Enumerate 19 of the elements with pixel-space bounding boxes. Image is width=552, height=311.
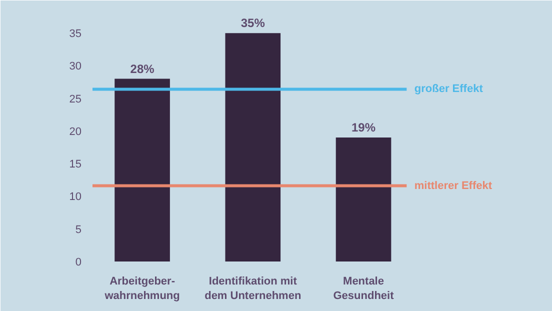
y-tick-label: 20 [69, 126, 82, 138]
y-tick-label: 0 [75, 256, 82, 268]
y-tick-label: 15 [69, 158, 82, 171]
y-tick-label: 10 [69, 191, 82, 204]
y-tick-label: 5 [75, 224, 82, 236]
data-label: 19% [352, 120, 376, 134]
y-tick-label: 30 [69, 60, 82, 73]
x-tick-label: Identifikation mit dem Unternehmen [204, 276, 302, 302]
bar [225, 33, 281, 262]
data-label: 35% [240, 16, 266, 30]
x-tick-label: Mentale Gesundheit [333, 276, 394, 302]
x-tick-label: Arbeitgeber- wahrnehmung [104, 276, 180, 302]
ref-line-label: mittlerer Effekt [414, 180, 492, 192]
ref-line-label: großer Effekt [414, 83, 484, 96]
y-tick-label: 25 [69, 93, 82, 106]
data-label: 28% [130, 62, 155, 76]
bar [336, 138, 392, 262]
bar [114, 78, 170, 262]
y-tick-label: 35 [69, 28, 82, 40]
